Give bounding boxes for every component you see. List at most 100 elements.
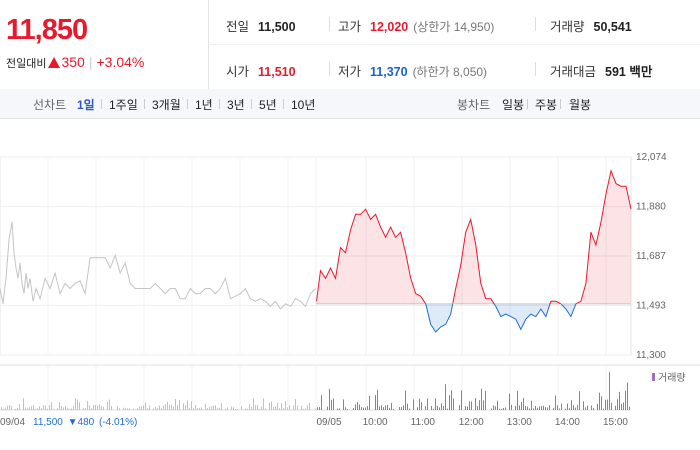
volume-bar	[1, 407, 2, 410]
chart-tabs: 선차트 1일 1주일 3개월 1년 3년 5년 10년 봉차트 일봉 주봉 월봉	[0, 89, 700, 119]
volume-bar	[217, 407, 218, 410]
volume-bar	[279, 408, 280, 410]
volume-bar	[65, 405, 66, 410]
stat-low: 저가 11,370 (하한가 8,050)	[338, 65, 488, 79]
volume-bar	[245, 408, 246, 410]
volume-bar	[627, 382, 628, 410]
down-area	[425, 303, 576, 332]
volume-bar	[67, 407, 68, 410]
volume-bar	[293, 405, 294, 410]
tab-monthly[interactable]: 월봉	[569, 98, 592, 112]
volume-bar	[407, 403, 408, 410]
volume-bar	[443, 405, 444, 410]
volume-bar	[261, 406, 262, 410]
volume-bar	[185, 405, 186, 410]
volume-bar	[225, 408, 226, 410]
volume-bar	[609, 372, 610, 410]
volume-bar	[7, 405, 8, 410]
volume-bar	[433, 408, 434, 410]
volume-bar	[39, 406, 40, 410]
volume-bar	[79, 402, 80, 410]
volume-bar	[157, 408, 158, 410]
volume-bar	[467, 406, 468, 410]
volume-bar	[479, 400, 480, 410]
volume-bar	[577, 405, 578, 410]
volume-bar	[365, 407, 366, 410]
volume-bar	[211, 406, 212, 410]
volume-bar	[549, 405, 550, 410]
volume-bar	[47, 408, 48, 410]
volume-bar	[189, 407, 190, 410]
volume-bar	[297, 405, 298, 410]
tab-1d[interactable]: 1일	[77, 98, 95, 112]
tab-1y[interactable]: 1년	[195, 98, 213, 112]
volume-bar	[363, 407, 364, 410]
tab-10y[interactable]: 10년	[291, 98, 316, 112]
tab-3y[interactable]: 3년	[227, 98, 245, 112]
tab-3m[interactable]: 3개월	[152, 98, 181, 112]
volume-bar	[377, 389, 378, 410]
volume-bar	[9, 405, 10, 410]
volume-bar	[33, 405, 34, 410]
volume-bar	[17, 408, 18, 410]
volume-bar	[169, 405, 170, 410]
volume-bar	[343, 399, 344, 410]
y-tick-label: 11,880	[636, 202, 666, 213]
volume-bar	[99, 404, 100, 410]
volume-bar	[177, 405, 178, 410]
volume-bar	[29, 407, 30, 410]
volume-bar	[285, 401, 286, 410]
volume-bar	[375, 395, 376, 410]
stat-trade-value: 거래대금 591 백만	[550, 65, 653, 79]
volume-bar	[511, 404, 512, 410]
volume-bar	[91, 408, 92, 410]
tab-weekly[interactable]: 주봉	[535, 98, 558, 112]
volume-bar	[401, 407, 402, 410]
volume-bar	[111, 405, 112, 410]
volume-bar	[409, 408, 410, 410]
volume-bar	[227, 407, 228, 410]
volume-bar	[611, 402, 612, 410]
volume-bar	[219, 407, 220, 410]
volume-bar	[497, 400, 498, 410]
volume-bar	[601, 396, 602, 410]
volume-bar	[597, 403, 598, 410]
volume-bar	[417, 407, 418, 410]
volume-bar	[57, 407, 58, 410]
prev-day-summary: 11,500 ▼480 (-4.01%)	[33, 417, 137, 428]
y-tick-label: 11,300	[636, 350, 666, 361]
volume-bar	[89, 405, 90, 410]
volume-bar	[43, 405, 44, 410]
volume-bar	[421, 402, 422, 410]
volume-bar	[579, 391, 580, 410]
change-label: 전일대비	[6, 58, 47, 70]
volume-bar	[599, 392, 600, 410]
volume-bar	[127, 408, 128, 410]
volume-bar	[503, 407, 504, 410]
volume-bar	[345, 407, 346, 410]
volume-bar	[587, 405, 588, 410]
volume-bar	[61, 406, 62, 410]
volume-bar	[481, 388, 482, 410]
tab-1w[interactable]: 1주일	[109, 98, 138, 112]
tab-daily[interactable]: 일봉	[502, 98, 525, 112]
tab-5y[interactable]: 5년	[259, 98, 277, 112]
volume-bar	[393, 408, 394, 410]
x-tick-label: 09/05	[317, 417, 342, 428]
volume-bar	[255, 405, 256, 410]
volume-bar	[569, 408, 570, 410]
volume-bar	[31, 406, 32, 410]
volume-bar	[557, 405, 558, 410]
volume-bar	[271, 401, 272, 410]
volume-bar	[495, 406, 496, 410]
volume-bar	[475, 398, 476, 410]
volume-bar	[331, 399, 332, 410]
volume-bar	[459, 405, 460, 410]
volume-bar	[11, 406, 12, 410]
x-tick-label: 12:00	[459, 417, 484, 428]
volume-bar	[541, 406, 542, 410]
volume-bar	[391, 402, 392, 410]
volume-bar	[41, 408, 42, 410]
volume-bar	[209, 406, 210, 410]
volume-bar	[173, 406, 174, 410]
